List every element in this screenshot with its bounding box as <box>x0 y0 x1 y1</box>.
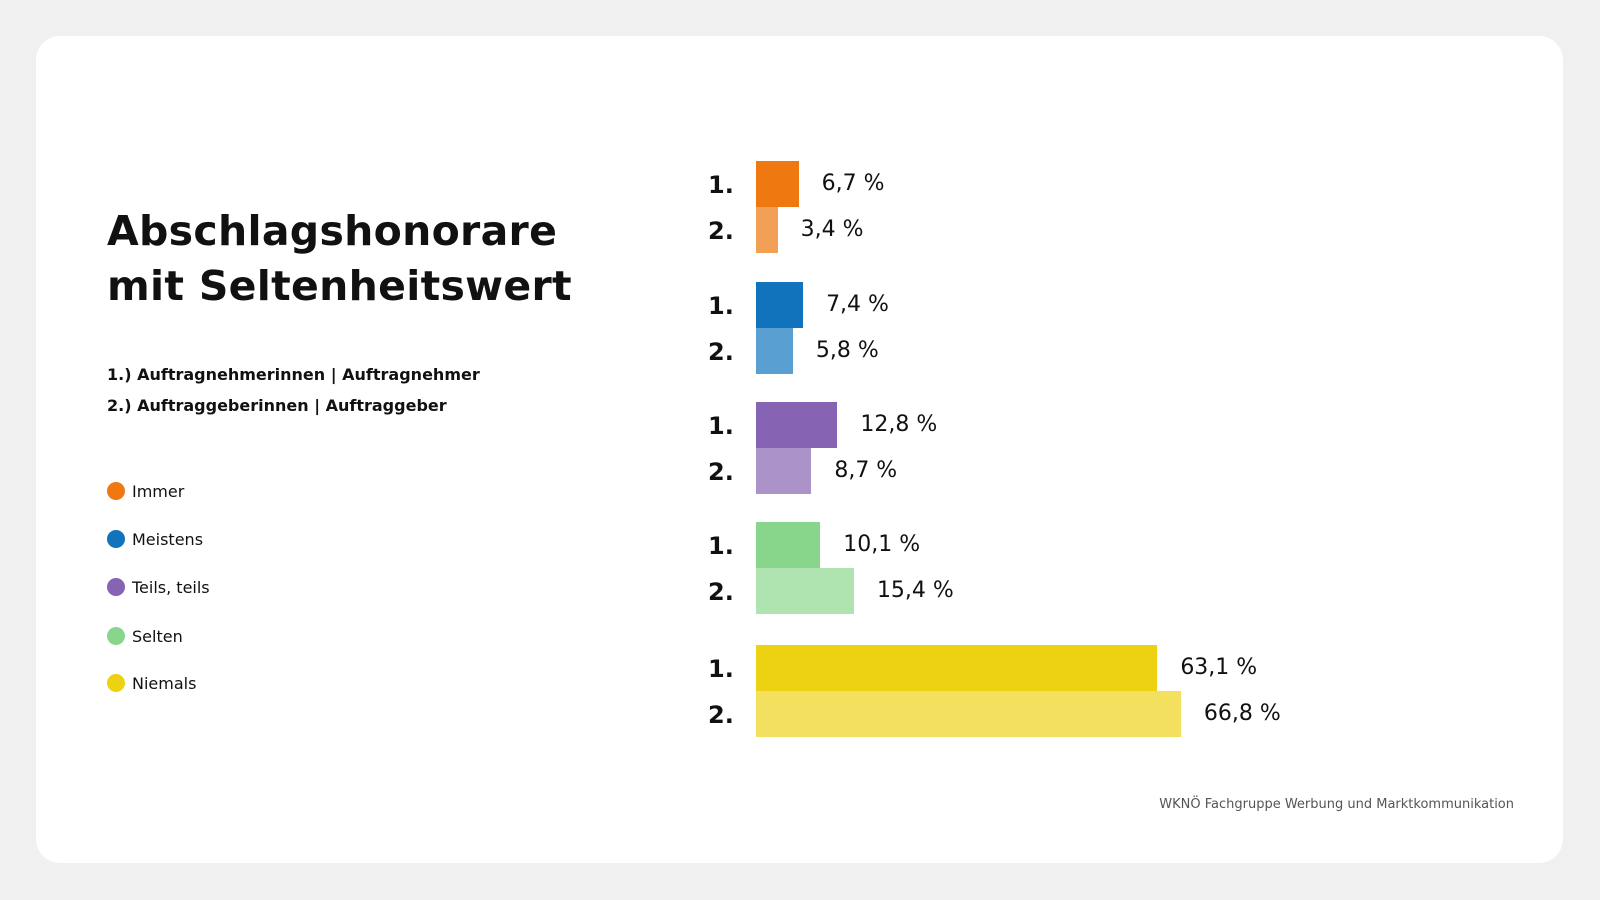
bar-2-selten <box>756 568 854 614</box>
data-label: 8,7 % <box>834 458 898 483</box>
chart-title: Abschlagshonorare mit Seltenheitswert <box>107 204 572 314</box>
row-label: 1. <box>708 171 734 199</box>
legend-item: Meistens <box>107 529 203 549</box>
subtitle-1: 1.) Auftragnehmerinnen | Auftragnehmer <box>107 365 480 384</box>
legend-label: Teils, teils <box>132 577 210 597</box>
row-label: 2. <box>708 458 734 486</box>
row-label: 2. <box>708 578 734 606</box>
legend-label: Immer <box>132 481 185 501</box>
row-label: 1. <box>708 412 734 440</box>
row-label: 2. <box>708 338 734 366</box>
row-label: 2. <box>708 701 734 729</box>
legend-dot-icon <box>107 627 125 645</box>
bar-1-niemals <box>756 645 1158 691</box>
bar-1-meistens <box>756 282 804 328</box>
data-label: 5,8 % <box>815 338 879 363</box>
legend-item: Immer <box>107 481 184 501</box>
legend-dot-icon <box>107 674 125 692</box>
legend-item: Selten <box>107 626 183 646</box>
data-label: 10,1 % <box>843 532 921 557</box>
data-label: 7,4 % <box>826 292 889 317</box>
legend-item: Teils, teils <box>107 577 210 597</box>
data-label: 3,4 % <box>800 217 864 242</box>
row-label: 1. <box>708 655 734 683</box>
data-label: 66,8 % <box>1203 701 1281 726</box>
data-label: 63,1 % <box>1180 655 1258 680</box>
footer-source: WKNÖ Fachgruppe Werbung und Marktkommuni… <box>1159 797 1514 812</box>
subtitle-2: 2.) Auftraggeberinnen | Auftraggeber <box>107 396 447 415</box>
bar-1-selten <box>756 522 821 568</box>
legend-dot-icon <box>107 530 125 548</box>
bar-2-teils-teils <box>756 448 812 494</box>
title-line-2: mit Seltenheitswert <box>107 262 572 310</box>
bar-2-niemals <box>756 691 1181 737</box>
title-line-1: Abschlagshonorare <box>107 207 558 255</box>
data-label: 12,8 % <box>860 412 938 437</box>
legend-label: Selten <box>132 626 183 646</box>
row-label: 2. <box>708 217 734 245</box>
legend-item: Niemals <box>107 673 196 693</box>
legend-label: Niemals <box>132 673 197 693</box>
row-label: 1. <box>708 532 734 560</box>
data-label: 6,7 % <box>821 171 885 196</box>
bar-2-immer <box>756 207 778 253</box>
bar-1-teils-teils <box>756 402 838 448</box>
data-label: 15,4 % <box>876 578 954 603</box>
legend-label: Meistens <box>132 529 204 549</box>
legend-dot-icon <box>107 482 125 500</box>
row-label: 1. <box>708 292 734 320</box>
bar-2-meistens <box>756 328 793 374</box>
legend-dot-icon <box>107 578 125 596</box>
bar-1-immer <box>756 161 799 207</box>
